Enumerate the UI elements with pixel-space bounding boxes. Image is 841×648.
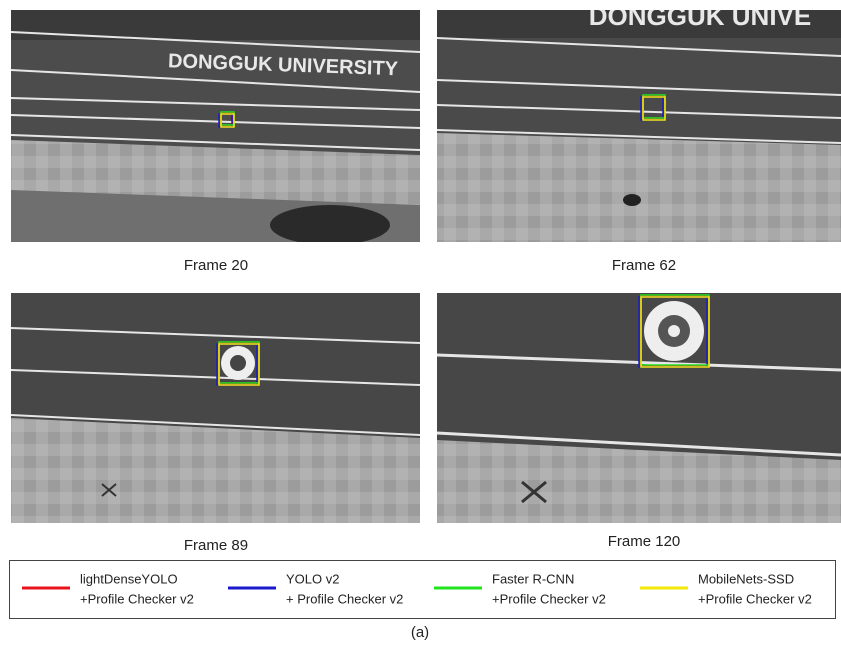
photo	[11, 293, 420, 523]
caption: Frame 120	[608, 533, 681, 550]
legend-label: + Profile Checker v2	[286, 591, 403, 606]
legend-label: Faster R-CNN	[492, 571, 574, 586]
caption: Frame 20	[184, 257, 248, 274]
legend-box	[10, 561, 836, 619]
photo: DONGGUK UNIVE	[437, 1, 841, 242]
legend-label: YOLO v2	[286, 571, 339, 586]
figure: DONGGUK UNIVERSITY DONGGUK UNIVE F	[0, 0, 841, 648]
legend-label: +Profile Checker v2	[80, 591, 194, 606]
legend-label: MobileNets-SSD	[698, 571, 794, 586]
legend-label: +Profile Checker v2	[492, 591, 606, 606]
figure-label: (a)	[411, 624, 429, 641]
caption: Frame 62	[612, 257, 676, 274]
legend-label: +Profile Checker v2	[698, 591, 812, 606]
caption: Frame 89	[184, 537, 248, 554]
legend-label: lightDenseYOLO	[80, 571, 178, 586]
photo: DONGGUK UNIVERSITY	[11, 10, 420, 245]
sign-text: DONGGUK UNIVE	[589, 1, 811, 31]
